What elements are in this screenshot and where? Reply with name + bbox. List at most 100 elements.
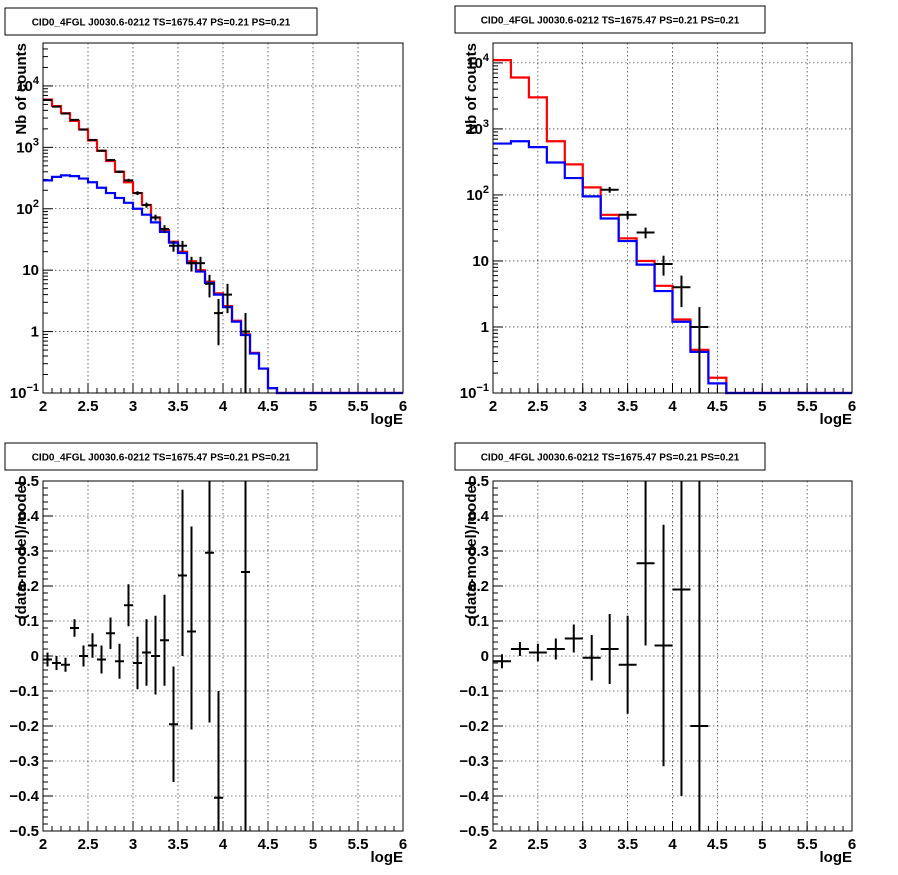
x-axis-title: logE [371,849,404,866]
y-tick-label: 103 [16,136,39,156]
data-point [187,256,196,272]
y-axis-title: Nb of counts [463,43,480,135]
data-point [205,481,214,723]
y-tick-label: −0.4 [459,788,489,805]
data-point [636,227,655,239]
x-tick-label: 5.5 [348,836,369,853]
chart-title-box [4,7,318,36]
data-point [654,255,673,276]
y-tick-label-base: 0.4 [18,508,40,525]
data-point [52,105,61,108]
y-tick-label-base: 0.2 [18,578,39,595]
y-tick-label-base: 10 [466,187,483,204]
y-tick-label-base: −0.2 [9,718,39,735]
data-point [582,635,601,681]
y-tick-label-exponent: 2 [33,198,39,210]
plot-frame [492,42,853,394]
data-point [70,619,79,637]
x-tick-label: 5 [758,836,766,853]
data-point [133,191,142,196]
y-tick-label: 0.5 [18,473,39,490]
x-tick-label: 6 [848,836,856,853]
y-tick-label: −0.5 [9,823,39,840]
y-tick-label: 10−1 [10,382,39,402]
data-point [88,138,97,141]
x-tick-label: 2 [39,836,47,853]
x-tick-label: 4.5 [258,398,279,415]
y-tick-label: 0.4 [18,508,40,525]
data-point [636,481,655,646]
y-tick-label-base: 10 [16,78,33,95]
chart-3: CID0_4FGL J0030.6-0212 TS=1675.47 PS=0.2… [4,442,407,866]
data-point [79,128,88,131]
data-point [169,240,178,252]
y-tick-label: 1 [481,319,489,336]
y-axis-title: (data-model)/model [463,481,480,619]
y-tick-label-base: 0.5 [468,473,489,490]
y-tick-label: 0 [481,648,489,665]
x-tick-label: 3.5 [168,836,189,853]
y-tick-label: 0 [31,648,39,665]
y-tick-label-base: 0.3 [18,543,39,560]
y-axis-title: Nb of counts [13,43,30,135]
data-point [115,643,124,679]
chart-title: CID0_4FGL J0030.6-0212 TS=1675.47 PS=0.2… [32,453,291,464]
y-tick-label-base: −0.5 [459,823,489,840]
x-axis-title: logE [371,411,404,428]
data-point [690,307,709,393]
y-tick-label-exponent: −1 [476,382,489,394]
y-tick-label-base: −0.4 [459,788,489,805]
x-tick-label: 4.5 [707,398,728,415]
data-point [97,149,106,152]
x-tick-label: 6 [848,398,856,415]
data-point [160,594,169,686]
data-point [142,202,151,208]
y-tick-label-exponent: 4 [33,75,40,87]
y-tick-label-exponent: 4 [483,52,490,64]
y-tick-label: 10 [472,253,489,270]
data-point [70,118,79,121]
data-point [618,615,637,714]
data-point [241,313,250,393]
data-point [88,633,97,658]
y-tick-label-base: 0 [481,648,489,665]
y-tick-label-base: −0.3 [459,753,489,770]
data-point [151,615,160,695]
x-tick-label: 2 [489,836,497,853]
data-point [106,159,115,162]
data-point [115,170,124,174]
x-tick-label: 4 [219,836,228,853]
y-tick-label-base: 0.1 [18,613,39,630]
x-tick-label: 4 [668,398,677,415]
data-point [196,256,205,272]
x-tick-label: 5.5 [797,398,818,415]
x-tick-label: 2 [489,398,497,415]
x-tick-label: 5.5 [348,398,369,415]
chart-title-box [454,5,766,34]
x-axis-title: logE [820,849,853,866]
x-tick-label: 5 [309,398,317,415]
plot-frame [42,42,404,394]
data-point [493,654,511,669]
data-point [124,178,133,182]
x-tick-label: 4.5 [258,836,279,853]
chart-2: CID0_4FGL J0030.6-0212 TS=1675.47 PS=0.2… [454,5,856,428]
chart-1: CID0_4FGL J0030.6-0212 TS=1675.47 PS=0.2… [4,7,407,428]
y-tick-label-base: 10 [460,385,477,402]
y-tick-label-base: 0.4 [468,508,490,525]
y-tick-label-base: 10 [472,253,489,270]
x-tick-label: 3.5 [168,398,189,415]
y-tick-label-base: −0.3 [9,753,39,770]
data-point [169,666,178,782]
data-point [133,636,142,690]
data-point [151,214,160,221]
data-point [187,526,196,730]
x-tick-label: 5 [758,398,766,415]
y-tick-label: −0.2 [9,718,39,735]
data-point [214,298,223,346]
x-tick-label: 3 [129,398,137,415]
y-tick-label: −0.2 [459,718,489,735]
y-tick-label: 0.3 [18,543,39,560]
data-point [223,283,232,314]
